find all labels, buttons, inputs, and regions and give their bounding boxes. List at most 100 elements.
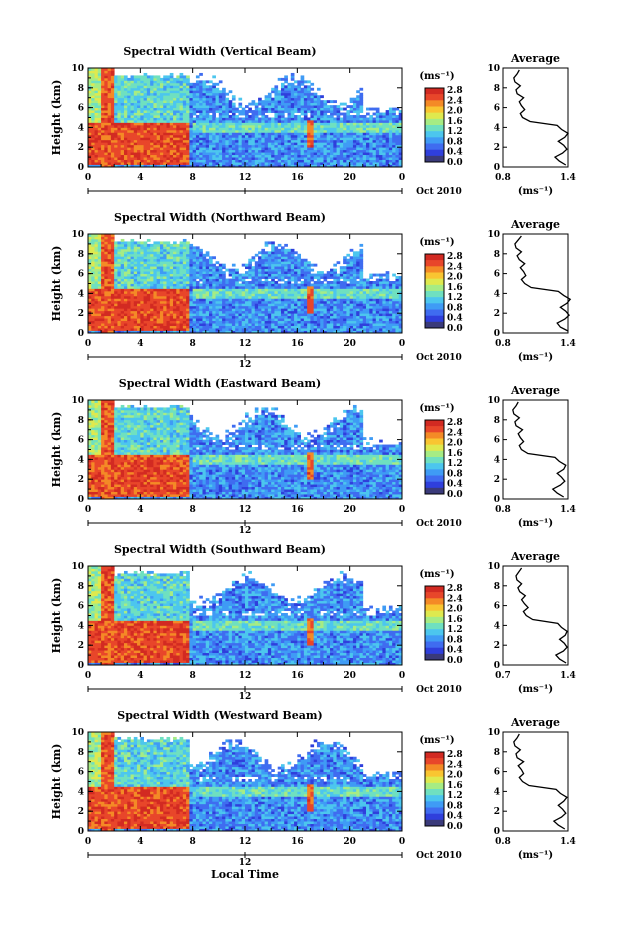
heatmap-cell	[88, 110, 92, 113]
heatmap-cell	[147, 93, 151, 96]
heatmap-cell	[144, 152, 148, 155]
heatmap-cell	[225, 152, 229, 155]
heatmap-cell	[199, 251, 203, 254]
heatmap-cell	[222, 98, 226, 101]
heatmap-cell	[193, 150, 197, 153]
heatmap-cell	[235, 301, 239, 304]
heatmap-cell	[216, 308, 220, 311]
heatmap-cell	[183, 140, 187, 143]
heatmap-cell	[209, 90, 213, 93]
heatmap-cell	[268, 120, 272, 123]
heatmap-cell	[111, 93, 115, 96]
heatmap-cell	[199, 95, 203, 98]
heatmap-cell	[216, 157, 220, 160]
heatmap-cell	[288, 130, 292, 133]
heatmap-cell	[242, 281, 246, 284]
heatmap-cell	[167, 137, 171, 140]
heatmap-cell	[91, 83, 95, 86]
heatmap-cell	[104, 241, 108, 244]
heatmap-cell	[124, 313, 128, 316]
heatmap-cell	[180, 78, 184, 81]
heatmap-cell	[180, 93, 184, 96]
heatmap-cell	[209, 110, 213, 113]
heatmap-cell	[157, 301, 161, 304]
heatmap-cell	[186, 271, 190, 274]
heatmap-cell	[255, 155, 259, 158]
heatmap-cell	[124, 293, 128, 296]
heatmap-cell	[134, 303, 138, 306]
heatmap-cell	[327, 120, 331, 123]
heatmap-cell	[314, 150, 318, 153]
heatmap-cell	[137, 98, 141, 101]
heatmap-cell	[314, 140, 318, 143]
heatmap-cell	[219, 306, 223, 309]
heatmap-cell	[366, 147, 370, 150]
heatmap-cell	[144, 274, 148, 277]
heatmap-cell	[111, 137, 115, 140]
heatmap-cell	[101, 75, 105, 78]
heatmap-cell	[131, 125, 135, 128]
heatmap-cell	[167, 326, 171, 329]
heatmap-cell	[196, 266, 200, 269]
heatmap-cell	[258, 127, 262, 130]
heatmap-cell	[268, 100, 272, 103]
heatmap-cell	[173, 130, 177, 133]
heatmap-cell	[310, 130, 314, 133]
heatmap-cell	[95, 83, 99, 86]
heatmap-cell	[104, 264, 108, 267]
colorbar-tick-label: 0.0	[447, 158, 463, 168]
heatmap-cell	[124, 326, 128, 329]
heatmap-cell	[167, 298, 171, 301]
heatmap-cell	[199, 298, 203, 301]
heatmap-cell	[255, 326, 259, 329]
heatmap-cell	[252, 256, 256, 259]
heatmap-cell	[157, 328, 161, 331]
heatmap-cell	[324, 125, 328, 128]
heatmap-cell	[206, 264, 210, 267]
heatmap-cell	[294, 122, 298, 125]
heatmap-cell	[189, 284, 193, 287]
heatmap-cell	[104, 140, 108, 143]
heatmap-cell	[350, 137, 354, 140]
heatmap-cell	[255, 308, 259, 311]
heatmap-cell	[209, 142, 213, 145]
heatmap-cell	[170, 293, 174, 296]
heatmap-cell	[206, 147, 210, 150]
heatmap-cell	[183, 321, 187, 324]
heatmap-cell	[95, 100, 99, 103]
heatmap-cell	[301, 152, 305, 155]
heatmap-cell	[173, 90, 177, 93]
heatmap-cell	[147, 261, 151, 264]
heatmap-cell	[134, 306, 138, 309]
heatmap-cell	[91, 137, 95, 140]
heatmap-cell	[101, 98, 105, 101]
heatmap-cell	[291, 145, 295, 148]
heatmap-cell	[186, 308, 190, 311]
heatmap-cell	[248, 264, 252, 267]
heatmap-cell	[193, 142, 197, 145]
heatmap-cell	[363, 150, 367, 153]
heatmap-cell	[202, 160, 206, 163]
heatmap-cell	[127, 264, 131, 267]
heatmap-cell	[209, 80, 213, 83]
heatmap-cell	[261, 113, 265, 116]
heatmap-cell	[281, 100, 285, 103]
heatmap-cell	[189, 152, 193, 155]
heatmap-cell	[134, 105, 138, 108]
heatmap-cell	[196, 269, 200, 272]
heatmap-cell	[137, 293, 141, 296]
heatmap-cell	[137, 286, 141, 289]
heatmap-cell	[291, 125, 295, 128]
heatmap-cell	[379, 157, 383, 160]
heatmap-cell	[186, 83, 190, 86]
heatmap-cell	[180, 306, 184, 309]
heatmap-cell	[288, 83, 292, 86]
heatmap-cell	[284, 142, 288, 145]
heatmap-cell	[95, 152, 99, 155]
heatmap-cell	[268, 135, 272, 138]
heatmap-cell	[395, 122, 399, 125]
heatmap-cell	[124, 140, 128, 143]
heatmap-cell	[150, 75, 154, 78]
heatmap-cell	[137, 241, 141, 244]
